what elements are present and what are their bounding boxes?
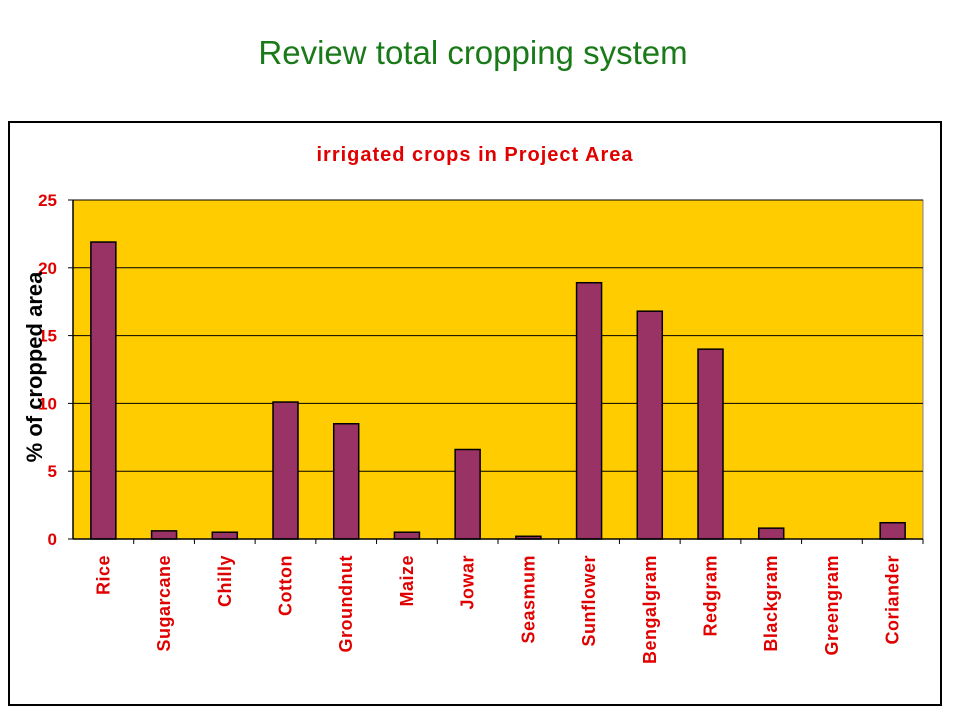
y-tick-label: 25	[38, 191, 57, 210]
y-tick-label: 15	[38, 327, 57, 346]
bar-bengalgram	[636, 310, 664, 540]
y-tick-label: 10	[38, 394, 57, 413]
x-tick-label: Sugarcane	[154, 555, 174, 652]
x-tick-label: Bengalgram	[640, 555, 660, 664]
plot-area	[72, 199, 924, 540]
x-tick-label: Groundnut	[336, 555, 356, 652]
bar-blackgram	[757, 527, 785, 540]
bar-maize	[393, 531, 421, 540]
x-tick-label: Rice	[93, 555, 113, 595]
y-axis-label: % of cropped area	[22, 271, 47, 462]
x-tick-label: Seasmum	[518, 555, 538, 644]
bar-redgram	[697, 348, 724, 540]
x-tick-label: Coriander	[883, 555, 903, 645]
bar-sunflower	[575, 281, 603, 540]
y-tick-label: 0	[48, 530, 57, 549]
bar-rice	[90, 241, 117, 540]
bar-jowar	[454, 448, 481, 540]
bar-chilly	[211, 531, 239, 540]
x-tick-label: Redgram	[701, 555, 721, 637]
x-tick-label: Jowar	[458, 555, 478, 610]
x-tick-label: Chilly	[215, 555, 235, 607]
x-tick-label: Blackgram	[761, 555, 781, 652]
y-tick-label: 5	[48, 462, 57, 481]
slide-title: Review total cropping system	[258, 34, 688, 71]
bar-sugarcane	[150, 530, 178, 540]
x-tick-label: Greengram	[822, 555, 842, 656]
bar-groundnut	[332, 422, 360, 540]
x-tick-label: Maize	[397, 555, 417, 607]
bar-coriander	[879, 521, 906, 540]
chart-title: irrigated crops in Project Area	[316, 144, 633, 166]
bar-cotton	[272, 401, 299, 540]
x-tick-label: Cotton	[276, 555, 296, 616]
x-tick-label: Sunflower	[579, 555, 599, 647]
y-tick-label: 20	[38, 259, 57, 278]
